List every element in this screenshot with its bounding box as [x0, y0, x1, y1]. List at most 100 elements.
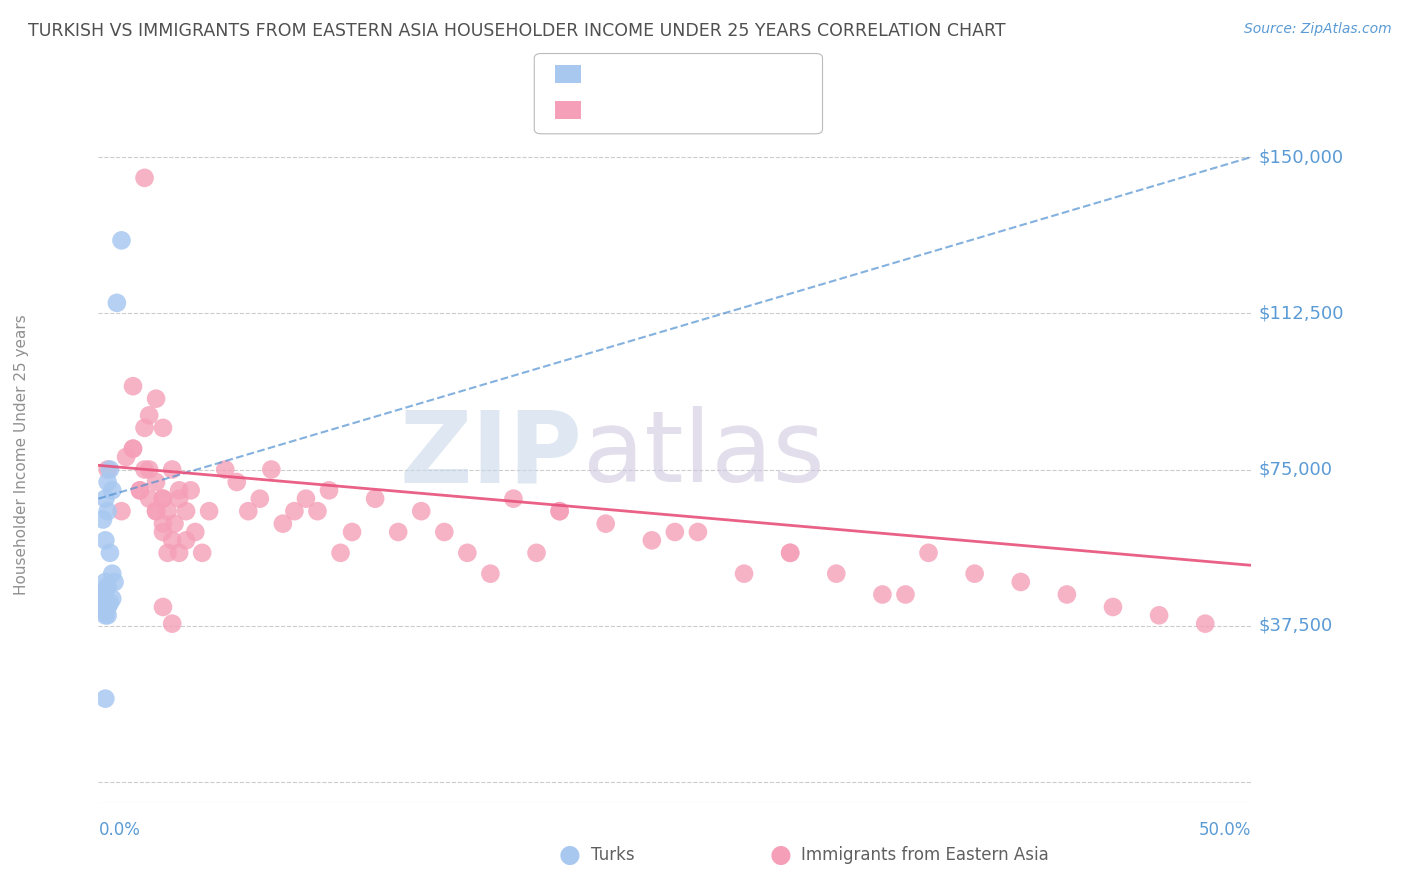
Point — [94, 583, 117, 598]
Point — [91, 591, 114, 606]
Point — [548, 504, 571, 518]
Point — [97, 462, 120, 476]
Point — [97, 579, 120, 593]
Point — [97, 599, 120, 614]
Text: 0.145: 0.145 — [633, 65, 685, 83]
Point — [295, 491, 318, 506]
Text: 27: 27 — [742, 65, 766, 83]
Point — [129, 483, 152, 498]
Point — [156, 546, 179, 560]
Text: N =: N = — [692, 65, 740, 83]
Point — [110, 233, 132, 247]
Text: $75,000: $75,000 — [1258, 460, 1333, 478]
Point — [145, 392, 167, 406]
Point — [163, 516, 186, 531]
Point — [917, 546, 939, 560]
Point — [456, 546, 478, 560]
Point — [152, 524, 174, 539]
Text: $112,500: $112,500 — [1258, 304, 1344, 322]
Point — [152, 491, 174, 506]
Text: N =: N = — [692, 101, 740, 119]
Point — [641, 533, 664, 548]
Point — [98, 546, 121, 560]
Point — [664, 524, 686, 539]
Point — [191, 546, 214, 560]
Point — [138, 409, 160, 423]
Point — [122, 379, 145, 393]
Point — [340, 524, 363, 539]
Point — [103, 574, 125, 589]
Point — [502, 491, 524, 506]
Point — [101, 591, 124, 606]
Point — [167, 483, 190, 498]
Point — [214, 462, 236, 476]
Text: $150,000: $150,000 — [1258, 148, 1344, 166]
Point — [548, 504, 571, 518]
Point — [307, 504, 329, 518]
Point — [249, 491, 271, 506]
Text: 0.0%: 0.0% — [98, 821, 141, 838]
Point — [595, 516, 617, 531]
Point — [94, 608, 117, 623]
Point — [963, 566, 986, 581]
Point — [138, 491, 160, 506]
Point — [91, 587, 114, 601]
Text: Source: ZipAtlas.com: Source: ZipAtlas.com — [1244, 22, 1392, 37]
Point — [174, 504, 197, 518]
Point — [1147, 608, 1170, 623]
Point — [1010, 574, 1032, 589]
Point — [98, 596, 121, 610]
Point — [198, 504, 221, 518]
Text: Immigrants from Eastern Asia: Immigrants from Eastern Asia — [801, 846, 1049, 863]
Point — [94, 599, 117, 614]
Point — [160, 533, 183, 548]
Point — [101, 483, 124, 498]
Text: $37,500: $37,500 — [1258, 616, 1333, 635]
Point — [271, 516, 294, 531]
Point — [145, 504, 167, 518]
Point — [318, 483, 340, 498]
Point — [138, 462, 160, 476]
Text: ●: ● — [769, 843, 792, 866]
Point — [1056, 587, 1078, 601]
Point — [152, 421, 174, 435]
Point — [134, 421, 156, 435]
Point — [686, 524, 709, 539]
Text: ●: ● — [558, 843, 581, 866]
Point — [122, 442, 145, 456]
Text: -0.187: -0.187 — [633, 101, 692, 119]
Point — [733, 566, 755, 581]
Point — [129, 483, 152, 498]
Point — [97, 475, 120, 489]
Point — [156, 504, 179, 518]
Point — [160, 616, 183, 631]
Point — [411, 504, 433, 518]
Point — [134, 462, 156, 476]
Point — [1194, 616, 1216, 631]
Point — [145, 475, 167, 489]
Point — [894, 587, 917, 601]
Point — [387, 524, 409, 539]
Point — [364, 491, 387, 506]
Point — [97, 599, 120, 614]
Point — [260, 462, 283, 476]
Point — [94, 691, 117, 706]
Text: ZIP: ZIP — [399, 407, 582, 503]
Point — [98, 462, 121, 476]
Point — [94, 604, 117, 618]
Text: R =: R = — [591, 65, 631, 83]
Point — [479, 566, 502, 581]
Point — [110, 504, 132, 518]
Point — [91, 512, 114, 526]
Point — [160, 462, 183, 476]
Point — [167, 546, 190, 560]
Point — [779, 546, 801, 560]
Point — [174, 533, 197, 548]
Point — [145, 504, 167, 518]
Point — [152, 491, 174, 506]
Point — [97, 608, 120, 623]
Point — [1102, 599, 1125, 614]
Point — [115, 450, 138, 464]
Point — [872, 587, 894, 601]
Point — [238, 504, 260, 518]
